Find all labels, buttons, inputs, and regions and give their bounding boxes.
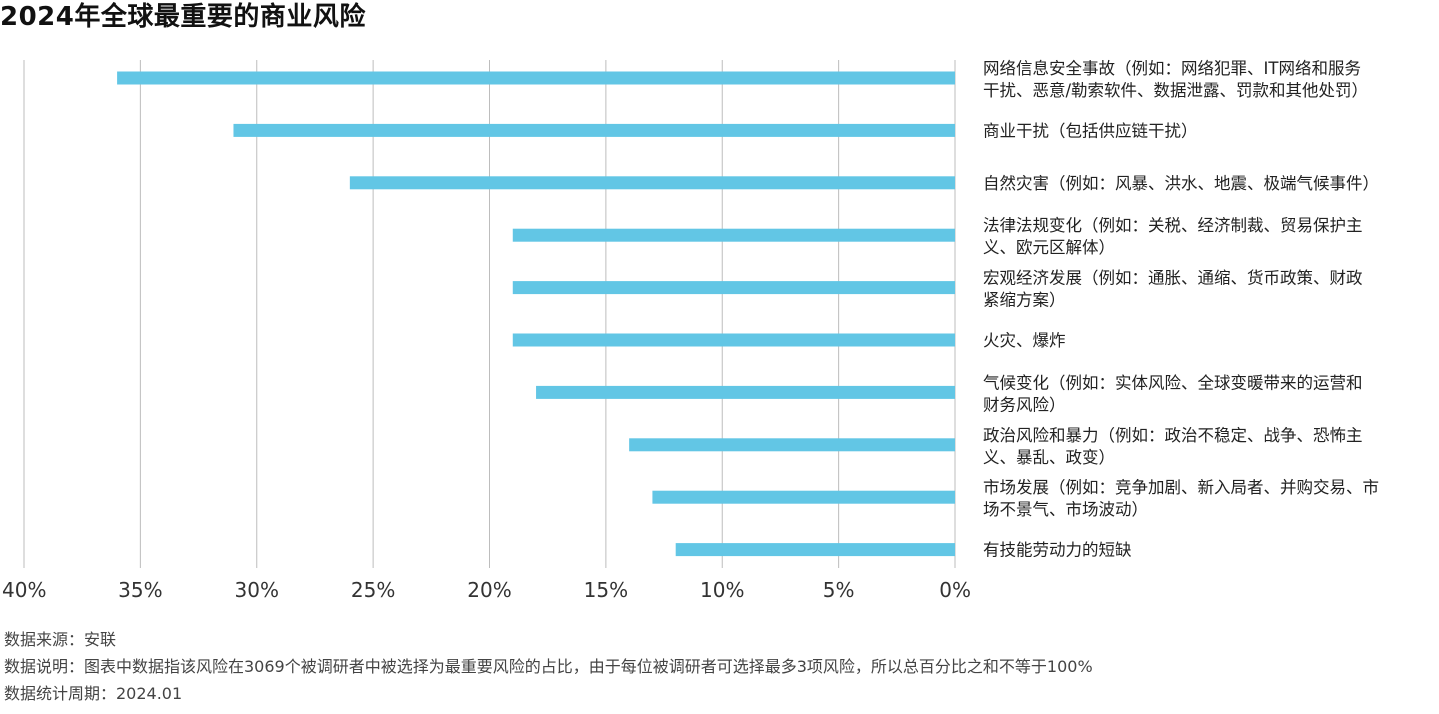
period-note: 数据统计周期：2024.01: [4, 684, 183, 703]
bar: [629, 438, 955, 452]
x-tick-label: 0%: [939, 578, 971, 602]
category-label: 政治风险和暴力（例如：政治不稳定、战争、恐怖主: [983, 426, 1363, 445]
x-tick-label: 15%: [584, 578, 628, 602]
data-description-note: 数据说明：图表中数据指该风险在3069个被调研者中被选择为最重要风险的占比，由于…: [4, 657, 1093, 676]
bar: [512, 333, 955, 347]
category-label: 财务风险）: [983, 395, 1066, 414]
footnotes: 数据来源：安联 数据说明：图表中数据指该风险在3069个被调研者中被选择为最重要…: [4, 626, 1093, 707]
category-label: 网络信息安全事故（例如：网络犯罪、IT网络和服务: [983, 59, 1361, 78]
category-label: 商业干扰（包括供应链干扰）: [983, 121, 1198, 140]
bar: [512, 228, 955, 242]
chart-title: 2024年全球最重要的商业风险: [0, 2, 366, 32]
bar: [349, 176, 956, 190]
x-tick-label: 40%: [2, 578, 46, 602]
bar: [652, 490, 955, 504]
category-label: 市场发展（例如：竞争加剧、新入局者、并购交易、市: [983, 478, 1379, 497]
bar: [117, 71, 956, 85]
category-label: 有技能劳动力的短缺: [983, 541, 1132, 560]
x-tick-label: 35%: [118, 578, 162, 602]
x-tick-label: 20%: [467, 578, 511, 602]
category-label: 自然灾害（例如：风暴、洪水、地震、极端气候事件）: [983, 174, 1379, 193]
category-label: 紧缩方案）: [983, 291, 1066, 310]
bar: [536, 385, 955, 399]
bar: [512, 281, 955, 295]
source-note: 数据来源：安联: [4, 630, 117, 649]
bar-chart: 40% 35% 30% 25% 20% 15% 10% 5% 0% 网络信息安全事故（例如：网络犯…: [2, 59, 1379, 602]
category-label: 宏观经济发展（例如：通胀、通缩、货币政策、财政: [983, 269, 1363, 288]
category-label: 干扰、恶意/勒索软件、数据泄露、罚款和其他处罚）: [983, 81, 1368, 100]
bar: [233, 123, 956, 137]
category-label: 气候变化（例如：实体风险、全球变暖带来的运营和: [983, 373, 1363, 392]
x-tick-label: 5%: [823, 578, 855, 602]
category-label: 义、暴乱、政变）: [983, 448, 1115, 467]
category-label: 义、欧元区解体）: [983, 238, 1115, 257]
x-tick-label: 25%: [351, 578, 395, 602]
x-tick-label: 30%: [235, 578, 279, 602]
category-label: 法律法规变化（例如：关税、经济制裁、贸易保护主: [983, 216, 1363, 235]
category-label: 场不景气、市场波动）: [983, 500, 1148, 519]
category-label: 火灾、爆炸: [983, 331, 1066, 350]
x-tick-label: 10%: [700, 578, 744, 602]
bar: [675, 543, 955, 557]
